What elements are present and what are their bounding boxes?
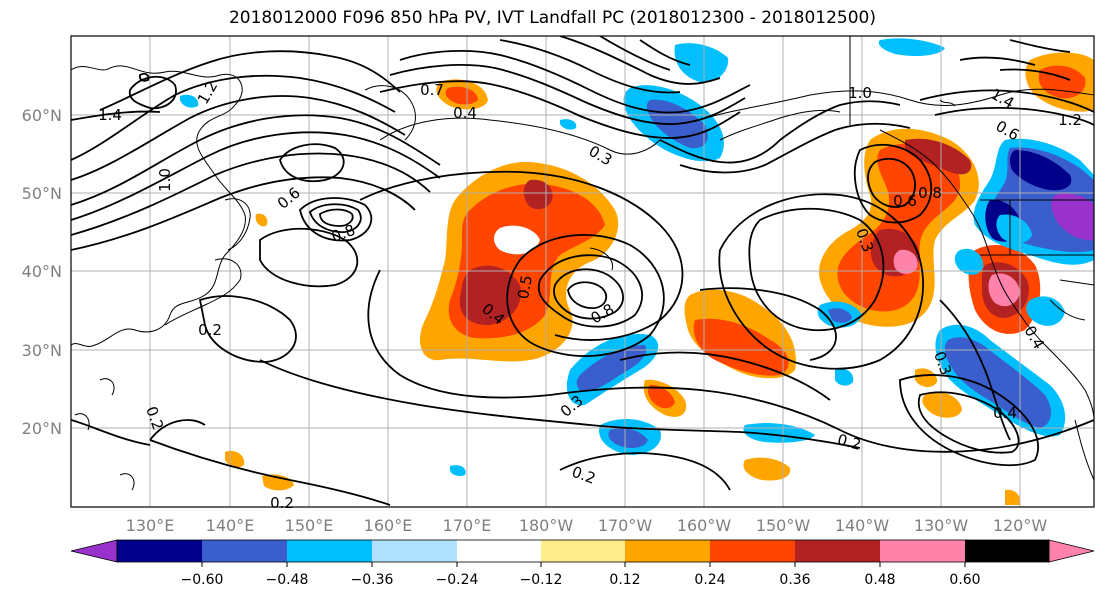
coastlines xyxy=(71,65,1094,491)
negative-anomaly-region xyxy=(835,368,854,386)
colorbar-tick-label: 0.48 xyxy=(864,572,895,588)
negative-anomaly-region xyxy=(944,337,1052,428)
longitude-labels: 130°E 140°E 150°E 160°E 170°E 180°W 170°… xyxy=(126,516,1048,535)
positive-anomaly-region xyxy=(893,249,918,274)
lat-label: 20°N xyxy=(22,419,62,438)
colorbar-tick-label: 0.36 xyxy=(779,572,810,588)
colorbar-tick-label: 0.60 xyxy=(949,572,980,588)
positive-anomaly-region xyxy=(693,318,789,376)
negative-anomaly-region xyxy=(996,214,1032,244)
negative-anomaly-region xyxy=(878,38,945,56)
negative-anomaly-region xyxy=(828,308,852,323)
lat-label: 60°N xyxy=(22,106,62,125)
pv-contours xyxy=(71,36,1094,506)
colorbar-segment xyxy=(625,540,710,562)
lon-label: 130°E xyxy=(126,516,175,535)
colorbar-segment xyxy=(965,540,1049,562)
positive-anomaly-region xyxy=(445,86,478,105)
lon-label: 180°W xyxy=(519,516,574,535)
contour-label: 0.8 xyxy=(329,221,358,246)
negative-anomaly-region xyxy=(608,428,648,448)
map-frame xyxy=(70,35,1095,508)
contour-label: 0.2 xyxy=(835,430,863,454)
lon-label: 170°E xyxy=(443,516,492,535)
colorbar-tick-label: −0.36 xyxy=(351,572,394,588)
contour-label: 1.0 xyxy=(156,168,174,192)
contour-label: 0.3 xyxy=(586,142,616,170)
contour-label: 1.4 xyxy=(98,106,122,124)
colorbar-tick-label: −0.12 xyxy=(520,572,563,588)
lon-label: 130°W xyxy=(914,516,969,535)
lat-label: 30°N xyxy=(22,341,62,360)
negative-anomaly-region xyxy=(1009,150,1072,191)
negative-anomaly-region xyxy=(180,94,199,108)
map-title: 2018012000 F096 850 hPa PV, IVT Landfall… xyxy=(228,8,876,28)
positive-anomaly-region xyxy=(647,384,675,409)
negative-anomaly-region xyxy=(1051,193,1094,241)
positive-anomaly-region xyxy=(494,225,540,255)
political-borders xyxy=(849,36,1094,256)
colorbar-ticks xyxy=(201,562,966,567)
colorbar-segment xyxy=(541,540,625,562)
colorbar-segment xyxy=(372,540,457,562)
positive-anomaly-region xyxy=(922,392,962,418)
contour-label: 0.2 xyxy=(270,494,294,512)
negative-anomaly-region xyxy=(1026,296,1065,326)
colorbar-outline xyxy=(116,539,1050,563)
contour-label: 0.4 xyxy=(453,104,477,122)
colorbar-extend-high xyxy=(1048,539,1095,563)
colorbar-segment xyxy=(202,540,287,562)
lat-label: 40°N xyxy=(22,262,62,281)
colorbar-segment xyxy=(710,540,795,562)
colorbar-tick-label: −0.48 xyxy=(266,572,309,588)
positive-anomaly-region xyxy=(837,143,961,312)
lat-lon-grid xyxy=(71,36,1094,507)
contour-label: 0.8 xyxy=(588,300,618,328)
lon-label: 160°W xyxy=(677,516,732,535)
lon-label: 120°W xyxy=(993,516,1048,535)
positive-anomaly-region xyxy=(915,368,938,388)
lat-label: 50°N xyxy=(22,184,62,203)
contour-label: 1.0 xyxy=(848,84,872,102)
contour-label: 0.8 xyxy=(918,184,942,202)
lon-label: 170°W xyxy=(598,516,653,535)
contour-label: 0.7 xyxy=(420,81,444,99)
colorbar-segment xyxy=(117,540,202,562)
lon-label: 150°W xyxy=(756,516,811,535)
positive-anomaly-region xyxy=(1005,489,1021,505)
contour-label: 0.4 xyxy=(993,404,1017,422)
contour-label: 0.6 xyxy=(274,184,304,213)
colorbar-segment xyxy=(287,540,372,562)
negative-anomaly-region xyxy=(954,248,984,275)
negative-anomaly-region xyxy=(450,465,466,477)
positive-anomaly-region xyxy=(743,457,791,481)
positive-anomaly-region xyxy=(905,138,972,175)
contour-label: 1.2 xyxy=(1058,111,1082,129)
lon-label: 160°E xyxy=(364,516,413,535)
latitude-labels: 60°N 50°N 40°N 30°N 20°N xyxy=(22,106,62,438)
contour-label: 0.2 xyxy=(569,463,598,488)
colorbar-segment xyxy=(880,540,965,562)
colorbar-extend-low xyxy=(70,539,118,563)
negative-anomaly-region xyxy=(560,119,577,130)
colorbar: −0.60 −0.48 −0.36 −0.24 −0.12 0.12 0.24 … xyxy=(70,539,1095,588)
lon-label: 140°E xyxy=(206,516,255,535)
colorbar-tick-label: 0.12 xyxy=(609,572,640,588)
colorbar-tick-label: 0.24 xyxy=(694,572,725,588)
contour-label: 0.5 xyxy=(514,274,536,301)
positive-anomaly-region xyxy=(459,265,521,326)
positive-anomaly-region xyxy=(523,179,553,210)
negative-anomaly-region xyxy=(674,43,729,83)
lon-label: 140°W xyxy=(835,516,890,535)
colorbar-segment xyxy=(457,540,541,562)
negative-anomaly-region xyxy=(576,345,647,392)
contour-label: 0.6 xyxy=(893,192,917,210)
positive-anomaly-region xyxy=(255,213,268,227)
lon-label: 150°E xyxy=(285,516,334,535)
colorbar-segment xyxy=(795,540,880,562)
colorbar-tick-label: −0.60 xyxy=(181,572,224,588)
colorbar-tick-label: −0.24 xyxy=(436,572,479,588)
contour-label: 0.2 xyxy=(198,321,222,339)
